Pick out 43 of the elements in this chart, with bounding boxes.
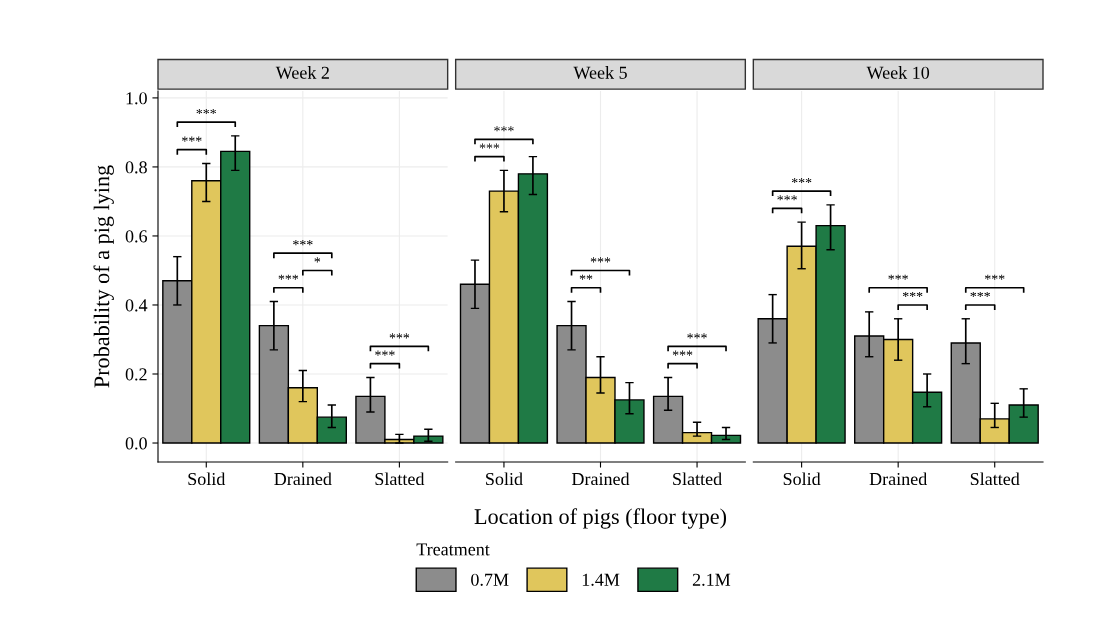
chart-title: Week 2 (275, 66, 329, 79)
annotation: *** (590, 257, 611, 263)
annotation: *** (494, 126, 514, 132)
x-tick-label: Slatted (375, 472, 425, 486)
x-tick-label: Drained (869, 472, 928, 486)
x-tick-label: Solid (486, 472, 523, 486)
x-tick-label: Solid (783, 472, 821, 486)
x-tick-label: Slatted (970, 472, 1020, 486)
annotation: *** (389, 333, 410, 339)
annotation: *** (791, 178, 812, 184)
x-tick-label: Drained (274, 472, 332, 486)
annotation: *** (687, 333, 707, 339)
x-tick-label: Drained (571, 472, 630, 486)
annotation: *** (293, 240, 313, 246)
annotation: * (314, 257, 321, 263)
legend-title: Treatment (416, 543, 490, 556)
legend-label: 0.7M (471, 573, 509, 586)
y-tick-label: 0.8 (125, 161, 147, 174)
annotation: *** (984, 274, 1005, 280)
legend-label: 1.4M (582, 573, 620, 586)
x-axis-title: Location of pigs (floor type) (474, 508, 727, 529)
y-tick-label: 0.2 (125, 368, 147, 381)
annotation: *** (479, 143, 500, 149)
annotation: *** (777, 195, 797, 201)
annotation: *** (970, 291, 990, 297)
chart-title: Week 5 (573, 66, 627, 79)
x-tick-label: Slatted (673, 472, 722, 486)
annotation: *** (182, 136, 202, 142)
annotation: *** (902, 291, 923, 297)
y-tick-label: 0.4 (125, 299, 148, 312)
y-tick-label: 0.6 (125, 230, 148, 243)
annotation: *** (278, 274, 299, 280)
chart-title: Week 10 (866, 66, 930, 79)
annotation: *** (672, 350, 693, 356)
y-tick-label: 1.0 (126, 92, 147, 105)
x-tick-label: Solid (188, 472, 226, 486)
annotation: *** (888, 274, 908, 280)
legend-label: 2.1M (692, 573, 731, 586)
y-axis-title: Probability of a pig lying (93, 165, 114, 388)
annotation: ** (579, 274, 593, 280)
annotation: *** (375, 350, 395, 356)
y-tick-label: 0.0 (125, 437, 147, 450)
annotation: *** (196, 108, 217, 115)
